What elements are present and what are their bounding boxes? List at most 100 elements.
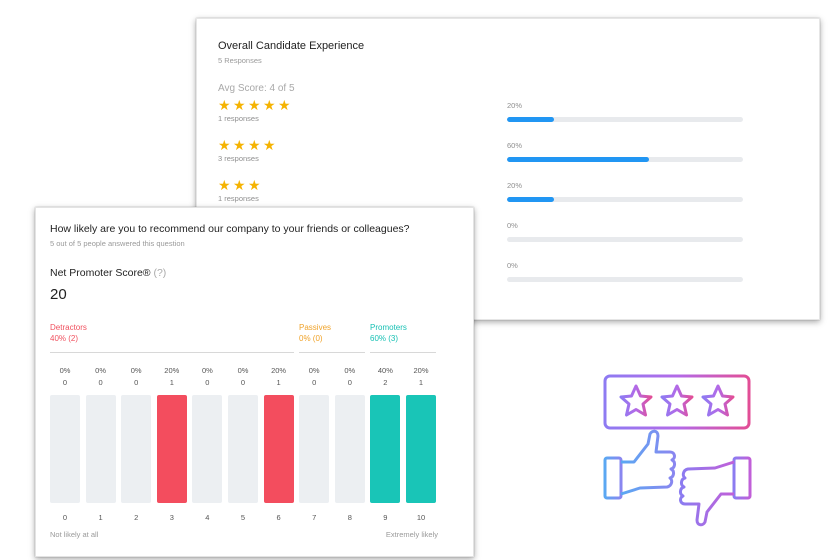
nps-score-label: 1 [98, 513, 103, 522]
rating-percent: 0% [507, 261, 518, 270]
star-icon: ★ [263, 137, 276, 153]
star-icon: ★ [218, 137, 231, 153]
detractors-group: Detractors 40% (2) [50, 323, 294, 353]
passives-label: Passives [299, 323, 332, 332]
three-star-rating-icon [603, 374, 751, 430]
rating-response-count: 1 responses [218, 114, 259, 123]
nps-bar[interactable] [299, 395, 330, 503]
rating-progress-fill [507, 157, 649, 162]
nps-column-count: 0 [134, 378, 139, 387]
nps-column-3: 20% 1 3 [156, 366, 187, 522]
nps-score-label: 2 [134, 513, 139, 522]
rating-progress-track [507, 197, 743, 202]
nps-question: How likely are you to recommend our comp… [50, 223, 410, 235]
star-icon: ★ [218, 177, 231, 193]
nps-column-8: 0% 0 8 [334, 366, 365, 522]
nps-column-percent: 20% [271, 366, 287, 375]
experience-response-count: 5 Responses [218, 56, 262, 65]
rating-row-4-stars: ★ ★ ★ ★ 3 responses 60% [218, 137, 798, 169]
nps-column-count: 1 [276, 378, 281, 387]
nps-column-percent: 0% [201, 366, 213, 375]
not-likely-caption: Not likely at all [50, 530, 99, 539]
nps-column-count: 0 [205, 378, 210, 387]
nps-column-5: 0% 0 5 [228, 366, 258, 522]
promoters-label: Promoters [370, 323, 407, 332]
nps-column-percent: 20% [413, 366, 429, 375]
nps-column-10: 20% 1 10 [406, 366, 436, 522]
nps-column-percent: 0% [130, 366, 142, 375]
nps-card: How likely are you to recommend our comp… [35, 207, 474, 557]
passives-value: 0% (0) [299, 334, 323, 343]
nps-bar[interactable] [406, 395, 436, 503]
rating-progress-fill [507, 117, 555, 122]
detractors-value: 40% (2) [50, 334, 79, 343]
nps-score-label: 7 [312, 513, 317, 522]
rating-progress-track [507, 277, 743, 282]
rating-row-1-stars: 0% [218, 259, 798, 289]
star-icon: ★ [233, 177, 246, 193]
nps-score: 20 [50, 286, 67, 303]
nps-bar[interactable] [228, 395, 258, 503]
nps-column-count: 1 [418, 378, 424, 387]
rating-percent: 20% [507, 181, 523, 190]
nps-bar[interactable] [334, 395, 365, 503]
nps-score-label: 4 [205, 513, 210, 522]
star-group: ★ ★ ★ ★ ★ [218, 97, 291, 113]
nps-score-label: 3 [169, 513, 174, 522]
experience-title: Overall Candidate Experience [218, 40, 365, 52]
rating-progress-track [507, 117, 743, 122]
star-icon: ★ [233, 137, 246, 153]
star-icon: ★ [233, 97, 246, 113]
rating-row-2-stars: 0% [218, 219, 798, 249]
nps-column-count: 0 [312, 378, 317, 387]
nps-column-percent: 0% [95, 366, 107, 375]
nps-column-count: 2 [383, 378, 388, 387]
feedback-illustration [603, 374, 752, 527]
nps-column-6: 20% 1 6 [263, 366, 294, 522]
nps-column-7: 0% 0 7 [299, 366, 330, 522]
nps-column-percent: 0% [308, 366, 320, 375]
rating-percent: 60% [507, 141, 523, 150]
nps-bar[interactable] [192, 395, 223, 503]
passives-group: Passives 0% (0) [299, 323, 365, 353]
nps-score-label: 10 [416, 513, 426, 522]
help-icon[interactable]: (?) [153, 267, 167, 279]
promoters-group: Promoters 60% (3) [370, 323, 436, 353]
nps-column-9: 40% 2 9 [370, 366, 401, 522]
nps-answered-count: 5 out of 5 people answered this question [50, 239, 185, 248]
nps-score-label: 8 [347, 513, 352, 522]
rating-response-count: 1 responses [218, 194, 259, 203]
rating-progress-track [507, 157, 743, 162]
star-icon: ★ [263, 97, 276, 113]
rating-row-5-stars: ★ ★ ★ ★ ★ 1 responses 20% [218, 97, 798, 129]
nps-bar[interactable] [121, 395, 152, 503]
nps-bar[interactable] [263, 395, 294, 503]
nps-column-0: 0% 0 0 [50, 366, 80, 522]
thumbs-down-icon [679, 456, 752, 527]
star-group: ★ ★ ★ ★ [218, 137, 276, 153]
nps-bar[interactable] [156, 395, 187, 503]
experience-avg-score: Avg Score: 4 of 5 [218, 83, 295, 94]
nps-bar[interactable] [85, 395, 116, 503]
extremely-likely-caption: Extremely likely [385, 530, 438, 539]
nps-score-label: 9 [383, 513, 388, 522]
star-icon: ★ [248, 177, 261, 193]
rating-progress-fill [507, 197, 555, 202]
nps-column-1: 0% 0 1 [85, 366, 116, 522]
rating-row-3-stars: ★ ★ ★ 1 responses 20% [218, 177, 798, 209]
nps-column-percent: 0% [344, 366, 356, 375]
star-group: ★ ★ ★ [218, 177, 261, 193]
nps-score-label: 0 [62, 513, 68, 522]
nps-bar[interactable] [370, 395, 401, 503]
nps-label-text: Net Promoter Score® [50, 267, 151, 279]
nps-column-count: 0 [98, 378, 103, 387]
nps-column-count: 0 [62, 378, 68, 387]
promoters-divider [370, 352, 436, 353]
thumbs-up-icon [603, 429, 676, 500]
nps-score-label: 5 [240, 513, 246, 522]
nps-column-count: 0 [240, 378, 246, 387]
nps-column-4: 0% 0 4 [192, 366, 223, 522]
nps-column-2: 0% 0 2 [121, 366, 152, 522]
nps-bar[interactable] [50, 395, 80, 503]
nps-column-percent: 40% [377, 366, 393, 375]
